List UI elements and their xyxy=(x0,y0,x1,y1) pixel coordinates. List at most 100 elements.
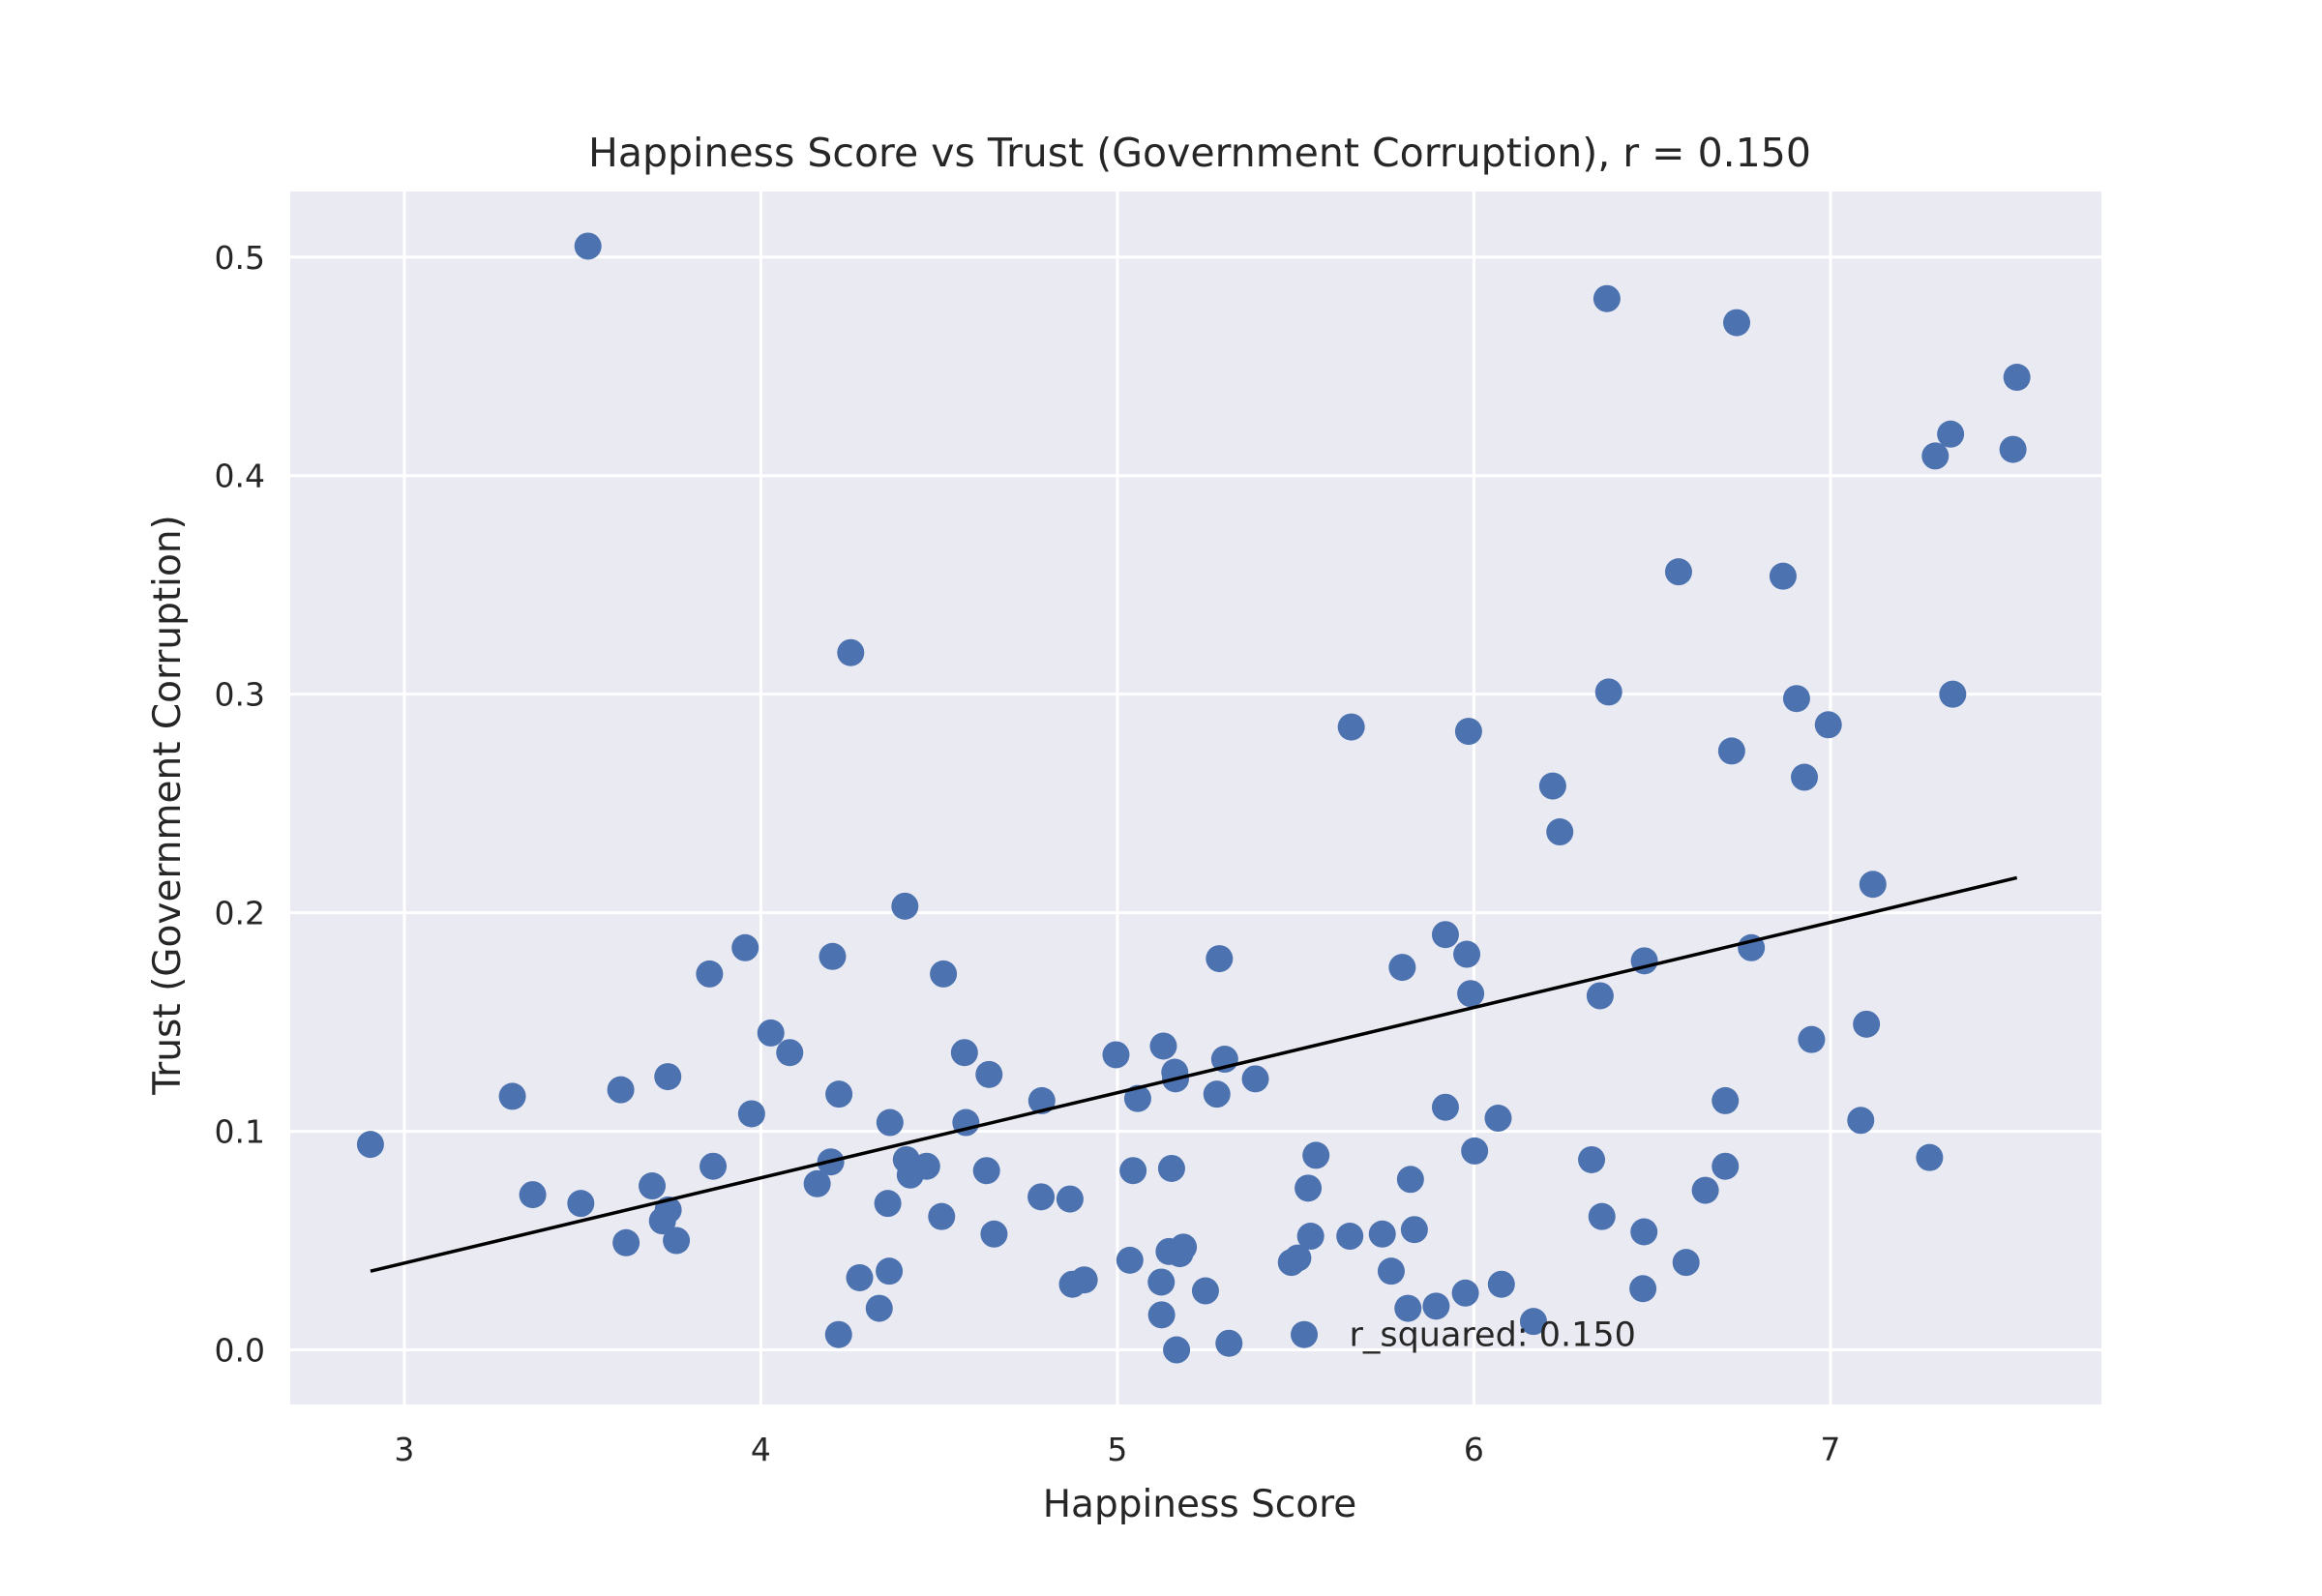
data-point xyxy=(731,933,759,961)
data-point xyxy=(1368,1220,1396,1248)
data-point xyxy=(1284,1244,1312,1272)
data-point xyxy=(1519,1308,1547,1336)
data-point xyxy=(1629,1275,1657,1303)
data-point xyxy=(696,960,724,988)
data-point xyxy=(663,1227,691,1255)
data-point xyxy=(1394,1294,1422,1322)
data-point xyxy=(1241,1065,1269,1093)
y-axis-label: Trust (Government Corruption) xyxy=(146,515,190,1096)
data-point xyxy=(1149,1032,1177,1060)
data-point xyxy=(1593,284,1621,312)
data-point xyxy=(1859,871,1887,899)
data-point xyxy=(1672,1249,1700,1277)
chart-title: Happiness Score vs Trust (Government Cor… xyxy=(588,130,1811,176)
data-point xyxy=(1070,1266,1098,1294)
data-point xyxy=(1027,1183,1056,1211)
data-point xyxy=(837,638,865,666)
data-point xyxy=(1388,954,1416,982)
data-point xyxy=(1578,1145,1606,1173)
tick-labels: 3 4 5 6 7 0.0 0.1 0.2 0.3 0.4 0.5 xyxy=(215,239,1841,1468)
y-tick-label: 0.3 xyxy=(215,676,265,714)
data-point xyxy=(1123,1084,1151,1112)
data-point xyxy=(1147,1268,1176,1296)
data-point xyxy=(1937,420,1965,448)
data-point xyxy=(824,1320,852,1348)
data-point xyxy=(1337,713,1365,741)
data-point xyxy=(519,1181,547,1209)
data-point xyxy=(1422,1292,1450,1320)
data-point xyxy=(1664,558,1692,586)
data-point xyxy=(1484,1105,1512,1133)
data-point xyxy=(1691,1176,1719,1204)
data-point xyxy=(912,1152,940,1180)
data-point xyxy=(498,1082,526,1110)
data-point xyxy=(1798,1025,1826,1053)
data-point xyxy=(1203,1080,1231,1108)
data-point xyxy=(1170,1233,1198,1261)
data-point xyxy=(639,1172,667,1200)
data-point xyxy=(980,1220,1008,1248)
regression-line xyxy=(370,875,2018,1273)
data-point xyxy=(1157,1154,1185,1182)
data-point xyxy=(1215,1329,1243,1357)
data-point xyxy=(1206,945,1234,973)
data-point xyxy=(607,1076,635,1104)
data-point xyxy=(1296,1223,1325,1251)
data-point xyxy=(1791,763,1819,791)
data-point xyxy=(1814,711,1842,739)
data-point xyxy=(1295,1174,1323,1202)
data-point xyxy=(1431,1093,1459,1121)
data-point xyxy=(846,1263,874,1291)
data-point xyxy=(1853,1010,1881,1038)
x-tick-label: 6 xyxy=(1464,1431,1484,1468)
data-point xyxy=(1588,1202,1616,1230)
data-point xyxy=(865,1294,893,1322)
data-point xyxy=(1056,1185,1084,1213)
y-tick-label: 0.0 xyxy=(215,1332,265,1370)
data-point xyxy=(928,1202,956,1230)
y-tick-label: 0.4 xyxy=(215,458,265,495)
data-point xyxy=(567,1190,595,1218)
data-point xyxy=(876,1108,904,1137)
data-point xyxy=(1191,1277,1219,1305)
x-tick-label: 5 xyxy=(1107,1431,1127,1468)
data-point xyxy=(1538,772,1566,800)
data-point xyxy=(1163,1336,1191,1364)
data-point xyxy=(1586,982,1614,1010)
data-point xyxy=(1102,1041,1130,1069)
data-point xyxy=(825,1080,853,1108)
data-point xyxy=(891,892,919,920)
data-point xyxy=(1921,442,1950,470)
data-points xyxy=(356,232,2031,1364)
data-point xyxy=(972,1157,1000,1185)
data-point xyxy=(356,1131,384,1159)
data-point xyxy=(1712,1152,1740,1180)
data-point xyxy=(1116,1246,1144,1274)
data-point xyxy=(612,1228,640,1256)
data-point xyxy=(1999,435,2027,463)
data-point xyxy=(1119,1157,1147,1185)
data-point xyxy=(1291,1320,1319,1348)
data-point xyxy=(1453,940,1481,968)
data-point xyxy=(574,232,602,260)
data-point xyxy=(1487,1270,1515,1298)
data-point xyxy=(975,1060,1003,1088)
data-point xyxy=(803,1169,831,1197)
r-squared-annotation: r_squared: 0.150 xyxy=(1349,1316,1635,1355)
data-point xyxy=(1939,680,1967,708)
data-point xyxy=(1302,1141,1330,1169)
data-point xyxy=(700,1152,728,1180)
data-point xyxy=(1377,1257,1405,1286)
data-point xyxy=(1594,678,1622,706)
data-point xyxy=(876,1257,904,1286)
data-point xyxy=(1451,1279,1479,1307)
data-point xyxy=(1461,1137,1489,1165)
data-point xyxy=(1336,1223,1364,1251)
data-point xyxy=(1847,1107,1875,1135)
data-point xyxy=(1916,1143,1944,1171)
y-tick-label: 0.2 xyxy=(215,895,265,932)
data-point xyxy=(1431,921,1459,949)
data-point xyxy=(1454,718,1482,746)
data-point xyxy=(776,1039,804,1067)
